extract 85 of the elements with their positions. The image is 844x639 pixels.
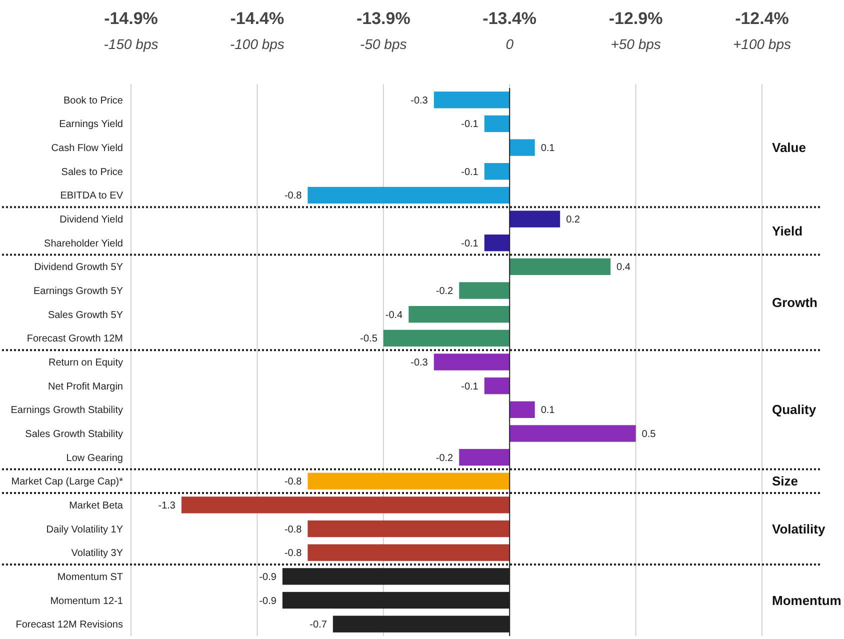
bar <box>484 115 510 132</box>
y-tick-label: Low Gearing <box>66 452 123 464</box>
bar <box>181 496 510 514</box>
data-label: -0.9 <box>259 596 277 607</box>
data-label: -0.7 <box>310 620 328 631</box>
y-tick-label: Net Profit Margin <box>48 381 123 392</box>
y-tick-label: Dividend Growth 5Y <box>34 262 124 274</box>
data-label: -0.4 <box>385 310 404 321</box>
x2-tick-label: -13.4% <box>482 9 537 28</box>
data-label: -0.3 <box>410 95 428 106</box>
data-label: -0.1 <box>461 238 479 250</box>
x2-tick-label: -12.9% <box>608 9 663 28</box>
x2-tick-label: -14.4% <box>230 9 284 28</box>
y-tick-label: Earnings Growth Stability <box>10 405 123 416</box>
bar <box>308 186 510 204</box>
data-label: -0.2 <box>436 452 454 464</box>
text: -50 bps <box>360 36 407 52</box>
data-label: -0.8 <box>284 548 302 560</box>
bar <box>308 544 510 561</box>
data-label: 0.2 <box>566 214 580 226</box>
bar <box>484 377 510 394</box>
data-label: -0.8 <box>284 476 302 488</box>
data-label: -0.1 <box>461 166 479 178</box>
bar <box>408 306 510 323</box>
y-tick-label: Return on Equity <box>48 358 123 368</box>
bar <box>484 163 510 180</box>
y-tick-label: Market Beta <box>69 500 124 512</box>
y-tick-label: Shareholder Yield <box>44 238 123 250</box>
bar <box>459 282 510 299</box>
bar <box>434 92 510 108</box>
bar <box>510 425 636 442</box>
text: Yield <box>772 224 803 239</box>
text: 0 <box>506 36 514 52</box>
text: +100 bps <box>733 36 791 52</box>
y-tick-label: Earnings Growth 5Y <box>34 286 124 298</box>
data-label: 0.4 <box>616 262 631 274</box>
text: +50 bps <box>610 36 661 52</box>
text: Size <box>772 474 798 489</box>
data-label: 0.5 <box>642 428 656 440</box>
bar <box>383 330 510 347</box>
text: Momentum <box>772 592 842 608</box>
bar <box>484 234 510 252</box>
y-tick-label: Volatility 3Y <box>71 548 124 560</box>
text: -150 bps <box>104 36 158 52</box>
data-label: -0.5 <box>360 334 378 345</box>
text: Quality <box>772 402 817 418</box>
y-tick-label: Sales Growth Stability <box>25 428 123 440</box>
y-tick-label: Daily Volatility 1Y <box>46 524 124 536</box>
bar <box>510 210 560 228</box>
bar <box>308 520 510 538</box>
y-tick-label: Earnings Yield <box>59 119 123 130</box>
bar <box>459 448 510 466</box>
data-label: -0.9 <box>259 572 277 583</box>
data-label: -0.8 <box>284 190 302 202</box>
data-label: -1.3 <box>158 500 176 512</box>
text: Volatility <box>772 521 826 536</box>
y-tick-label: Forecast 12M Revisions <box>16 620 123 631</box>
data-label: -0.8 <box>284 524 302 536</box>
data-label: -0.3 <box>410 358 428 368</box>
y-tick-label: Forecast Growth 12M <box>26 334 123 345</box>
x2-tick-label: -12.4% <box>735 9 789 28</box>
y-tick-label: EBITDA to EV <box>60 190 124 202</box>
y-tick-label: Book to Price <box>64 95 124 106</box>
data-label: -0.1 <box>461 119 479 130</box>
y-tick-label: Sales Growth 5Y <box>48 310 124 321</box>
y-tick-label: Sales to Price <box>61 166 124 178</box>
text: Value <box>772 140 806 156</box>
data-label: 0.1 <box>540 405 556 416</box>
x2-tick-label: -13.9% <box>356 9 410 28</box>
data-label: 0.1 <box>540 143 556 154</box>
y-tick-label: Dividend Yield <box>60 214 123 226</box>
y-tick-label: Momentum ST <box>57 572 123 583</box>
bar <box>510 139 535 156</box>
x2-tick-label: -14.9% <box>104 9 158 28</box>
y-tick-label: Cash Flow Yield <box>51 143 123 154</box>
bar <box>510 401 535 418</box>
bar <box>510 258 611 276</box>
data-label: -0.1 <box>461 381 479 392</box>
bar <box>434 354 510 370</box>
bar <box>308 472 510 490</box>
y-tick-label: Market Cap (Large Cap)* <box>11 476 124 488</box>
text: -100 bps <box>230 36 284 52</box>
text: Growth <box>772 294 818 310</box>
data-label: -0.2 <box>436 286 454 298</box>
y-tick-label: Momentum 12-1 <box>50 596 124 607</box>
